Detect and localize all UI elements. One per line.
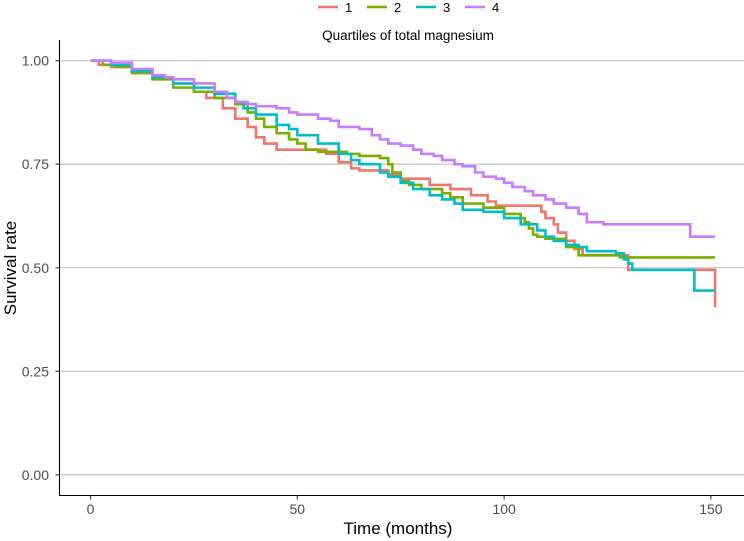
legend-item-3: 3: [416, 0, 450, 15]
legend-item-1: 1: [318, 0, 352, 15]
y-tick-label: 0.25: [22, 363, 49, 379]
x-tick-label: 50: [290, 501, 306, 517]
legend-label-1: 1: [345, 0, 352, 15]
legend-label-2: 2: [394, 0, 401, 15]
series-line-4: [90, 59, 716, 238]
gridlines: [59, 60, 744, 476]
x-axis-title: Time (months): [344, 519, 453, 538]
legend-label-3: 3: [443, 0, 450, 15]
x-tick-label: 100: [492, 501, 516, 517]
legend-item-2: 2: [367, 0, 401, 15]
y-tick-label: 1.00: [22, 53, 49, 69]
y-axis-title: Survival rate: [1, 221, 20, 315]
legend-item-4: 4: [465, 0, 499, 15]
y-axis-ticks: [55, 60, 60, 476]
x-tick-label: 0: [87, 501, 95, 517]
legend-title: Quartiles of total magnesium: [322, 28, 494, 43]
legend: 1 2 3 4 Quartiles of total magnesium: [318, 0, 499, 43]
y-tick-label: 0.50: [22, 260, 49, 276]
y-tick-label: 0.00: [22, 467, 49, 483]
legend-label-4: 4: [492, 0, 499, 15]
y-tick-labels: 0.00 0.25 0.50 0.75 1.00: [22, 53, 49, 483]
y-tick-label: 0.75: [22, 156, 49, 172]
x-tick-label: 150: [699, 501, 723, 517]
series-group: [90, 59, 717, 308]
x-tick-labels: 0 50 100 150: [87, 501, 723, 517]
series-line-3: [90, 59, 716, 292]
x-axis-ticks: [89, 495, 712, 500]
